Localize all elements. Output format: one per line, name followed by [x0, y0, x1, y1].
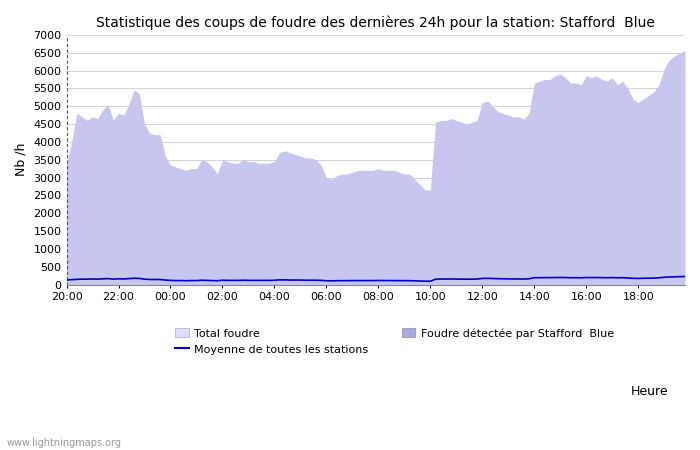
Legend: Total foudre, Moyenne de toutes les stations, Foudre détectée par Stafford  Blue: Total foudre, Moyenne de toutes les stat… — [171, 324, 618, 359]
Title: Statistique des coups de foudre des dernières 24h pour la station: Stafford  Blu: Statistique des coups de foudre des dern… — [97, 15, 655, 30]
Y-axis label: Nb /h: Nb /h — [15, 143, 28, 176]
Text: www.lightningmaps.org: www.lightningmaps.org — [7, 438, 122, 448]
Text: Heure: Heure — [631, 385, 668, 398]
